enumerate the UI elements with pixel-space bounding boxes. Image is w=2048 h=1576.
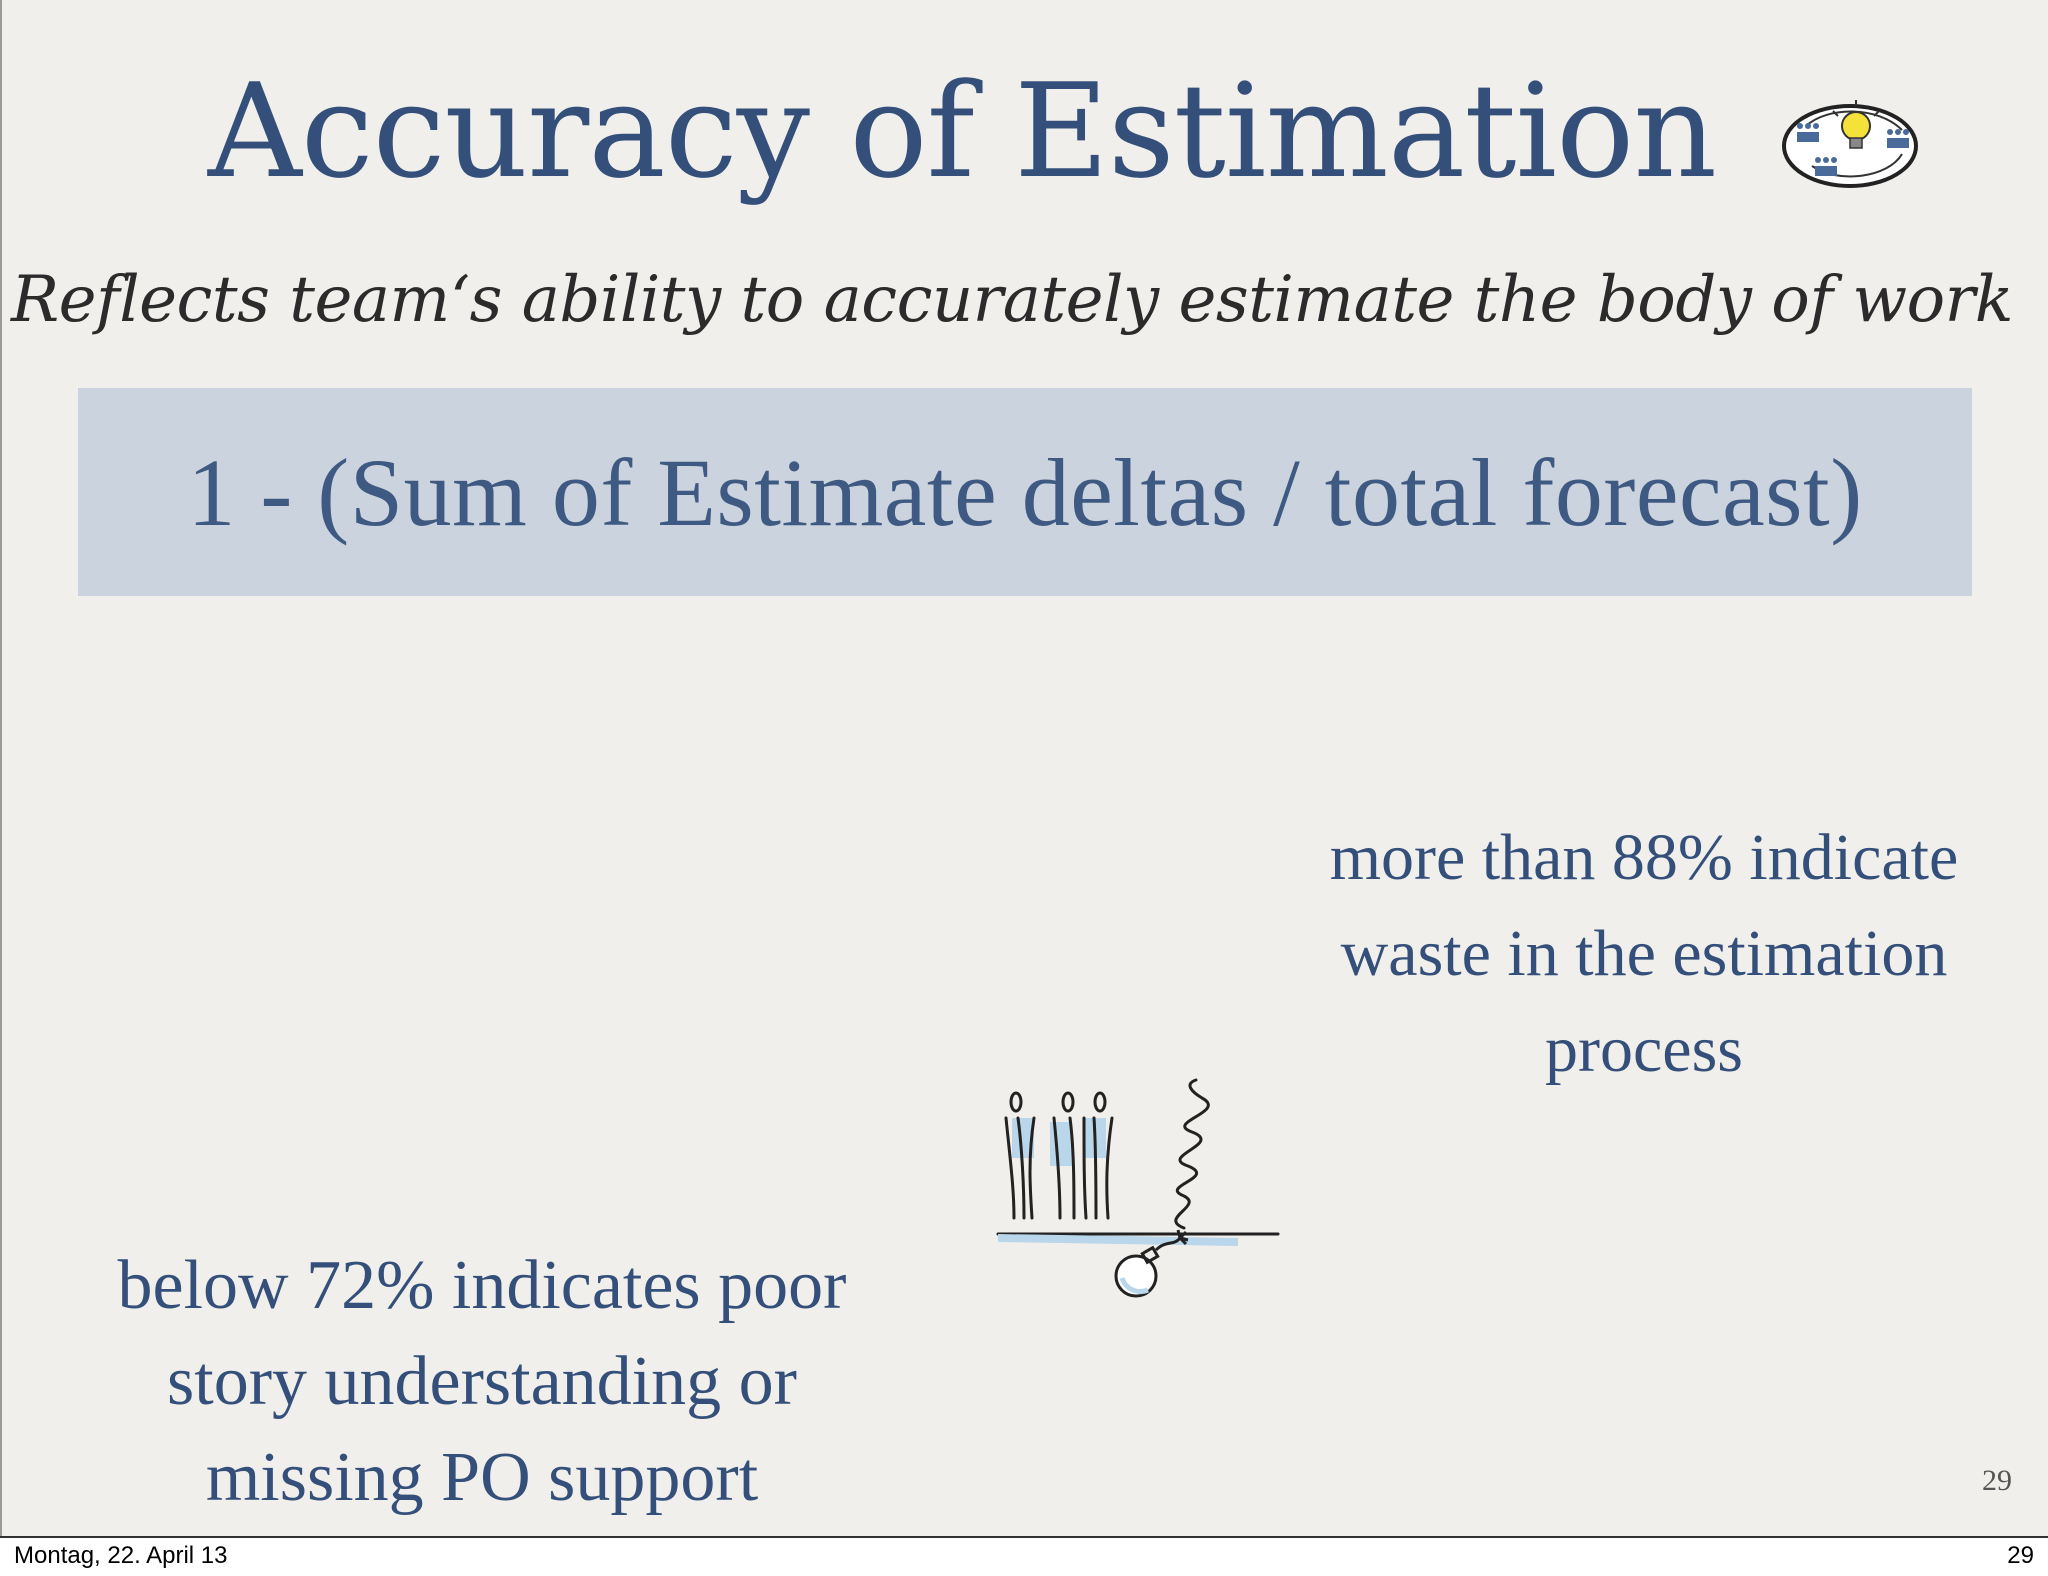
note-line: waste in the estimation — [1340, 917, 1948, 990]
upper-threshold-note: more than 88% indicate waste in the esti… — [1234, 810, 2048, 1098]
print-footer: Montag, 22. April 13 29 — [0, 1536, 2048, 1576]
slide: Accuracy of Estimation Reflects team‘s a… — [0, 0, 2048, 1536]
slide-number: 29 — [1982, 1464, 2012, 1497]
footer-page-number: 29 — [2007, 1542, 2034, 1569]
formula-text: 1 - (Sum of Estimate deltas / total fore… — [187, 438, 1863, 546]
note-line: missing PO support — [205, 1439, 759, 1516]
team-lightbulb-cycle-icon — [1782, 100, 1918, 188]
team-on-ice-with-bomb-sketch — [996, 1078, 1280, 1298]
slide-subtitle: Reflects team‘s ability to accurately es… — [10, 263, 2014, 337]
note-line: more than 88% indicate — [1329, 821, 1959, 894]
formula-box: 1 - (Sum of Estimate deltas / total fore… — [78, 388, 1972, 596]
lower-threshold-note: below 72% indicates poor story understan… — [32, 1238, 932, 1526]
note-line: process — [1545, 1013, 1743, 1086]
note-line: below 72% indicates poor — [117, 1247, 847, 1324]
note-line: story understanding or — [167, 1343, 797, 1420]
footer-date: Montag, 22. April 13 — [14, 1542, 228, 1569]
slide-title: Accuracy of Estimation — [207, 55, 1717, 207]
